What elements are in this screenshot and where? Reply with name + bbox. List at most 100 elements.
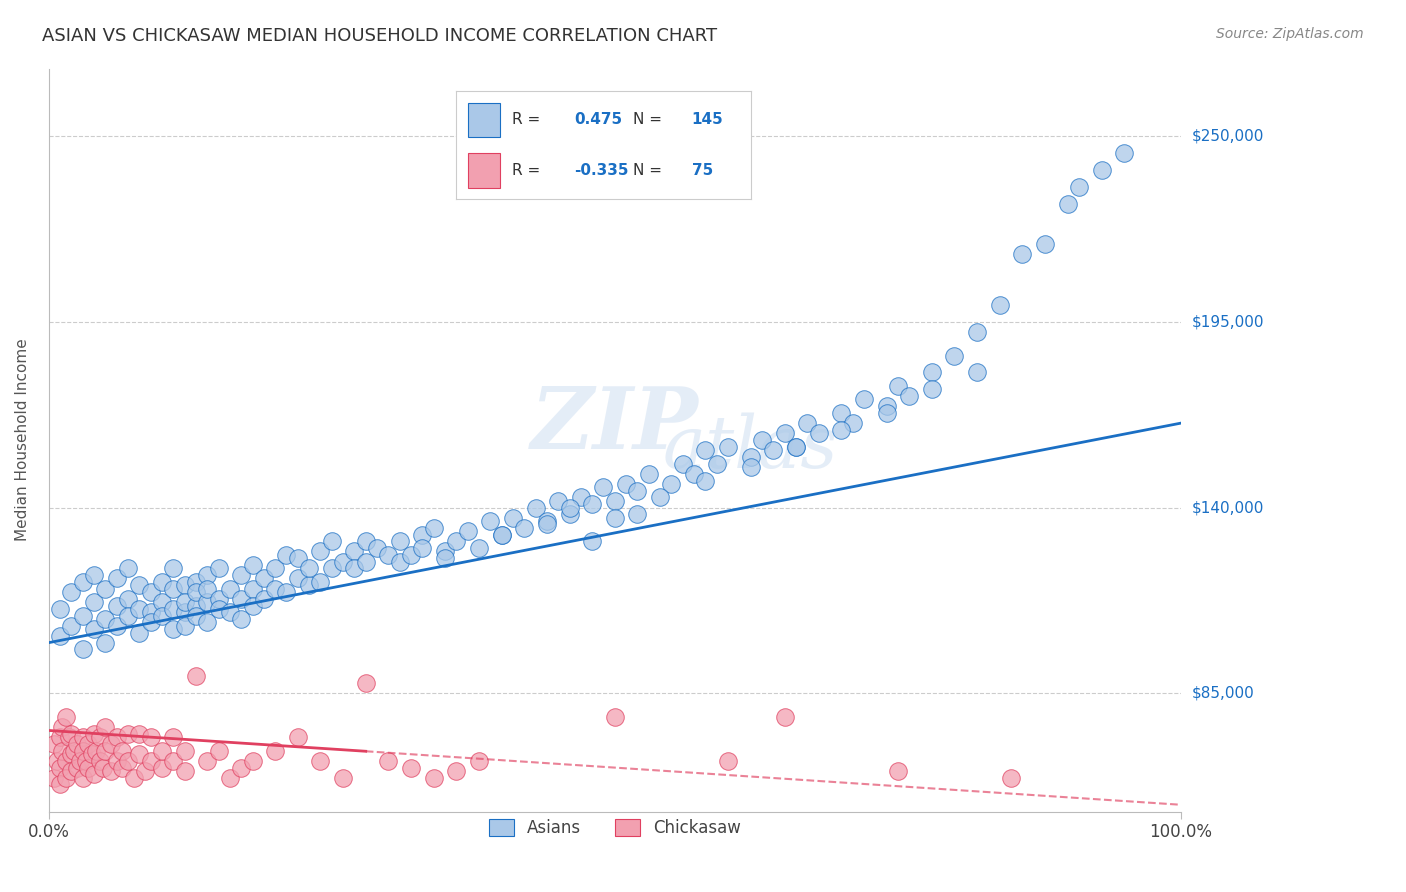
Point (366, 541, 388, 555)
Point (626, 483, 648, 498)
Point (150, 744, 173, 758)
Point (354, 676, 377, 690)
Point (603, 493, 626, 508)
Point (55, 771, 77, 785)
Point (231, 591, 253, 606)
Point (887, 379, 910, 393)
Point (581, 534, 603, 549)
Point (105, 572, 128, 586)
Point (547, 493, 569, 508)
Point (287, 730, 309, 744)
Point (785, 440, 807, 454)
Point (150, 595, 173, 609)
Point (592, 480, 614, 494)
Point (150, 574, 173, 589)
Point (740, 450, 762, 464)
Point (536, 517, 558, 532)
Point (94, 720, 117, 734)
Text: Source: ZipAtlas.com: Source: ZipAtlas.com (1216, 27, 1364, 41)
Point (162, 622, 184, 636)
Point (58, 730, 80, 744)
Point (80, 747, 103, 761)
Point (83, 568, 105, 582)
Point (83, 622, 105, 636)
Point (898, 389, 921, 403)
Point (717, 440, 740, 454)
Point (1033, 237, 1056, 252)
Point (388, 555, 411, 569)
Point (796, 416, 818, 430)
Point (207, 561, 229, 575)
Point (105, 619, 128, 633)
Point (298, 578, 321, 592)
Point (49, 777, 72, 791)
Point (807, 426, 830, 441)
Point (242, 582, 264, 596)
Point (264, 582, 287, 596)
Point (60, 747, 83, 761)
Point (433, 544, 456, 558)
Point (60, 764, 83, 778)
Point (72, 642, 94, 657)
Point (184, 585, 207, 599)
Point (231, 568, 253, 582)
Point (287, 572, 309, 586)
Point (648, 491, 671, 505)
Point (491, 527, 513, 541)
Point (184, 574, 207, 589)
Point (614, 477, 637, 491)
Point (921, 383, 943, 397)
Point (253, 572, 276, 586)
Point (876, 399, 898, 413)
Text: atlas: atlas (662, 412, 838, 483)
Point (195, 754, 218, 768)
Point (309, 544, 332, 558)
Point (94, 612, 117, 626)
Text: $195,000: $195,000 (1192, 314, 1264, 329)
Point (83, 727, 105, 741)
Point (276, 585, 298, 599)
Point (117, 727, 139, 741)
Point (558, 508, 581, 522)
Point (60, 619, 83, 633)
Point (309, 574, 332, 589)
Point (184, 599, 207, 613)
Point (603, 510, 626, 524)
Point (128, 625, 150, 640)
Point (637, 467, 659, 481)
Point (51, 720, 73, 734)
Point (94, 744, 117, 758)
Point (105, 730, 128, 744)
Point (89, 754, 111, 768)
Point (207, 744, 229, 758)
Point (524, 500, 547, 515)
Point (72, 744, 94, 758)
Point (1000, 771, 1022, 785)
Point (706, 457, 728, 471)
Point (1091, 162, 1114, 177)
Point (89, 730, 111, 744)
Point (1114, 145, 1136, 160)
Point (128, 747, 150, 761)
Point (287, 551, 309, 566)
Point (111, 761, 134, 775)
Legend: Asians, Chickasaw: Asians, Chickasaw (482, 813, 748, 844)
Point (184, 669, 207, 683)
Point (207, 591, 229, 606)
Point (83, 767, 105, 781)
Point (852, 392, 875, 407)
Point (841, 416, 863, 430)
Point (695, 443, 717, 458)
Point (309, 754, 332, 768)
Point (219, 605, 242, 619)
Point (411, 541, 433, 555)
Point (117, 754, 139, 768)
Point (173, 619, 195, 633)
Point (105, 754, 128, 768)
Point (354, 534, 377, 549)
Point (422, 521, 444, 535)
Point (77, 737, 100, 751)
Point (44, 771, 66, 785)
Point (887, 764, 910, 778)
Point (173, 744, 195, 758)
